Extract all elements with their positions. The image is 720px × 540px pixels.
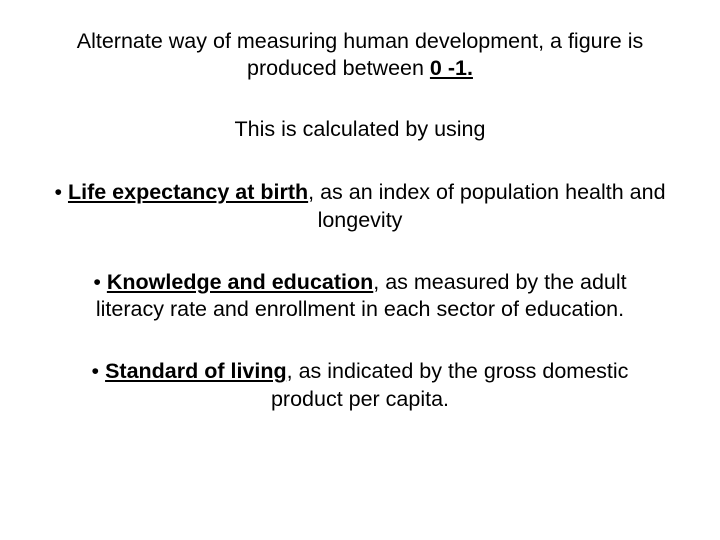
bullet-life-expectancy: • Life expectancy at birth, as an index … [44,179,676,235]
bullet-marker: • [92,359,106,383]
subheading: This is calculated by using [44,116,676,143]
bullet-rest: , as an index of population health and l… [308,180,665,232]
bullet-marker: • [93,270,107,294]
bullet-term: Standard of living [105,359,287,383]
bullet-term: Knowledge and education [107,270,373,294]
bullet-term: Life expectancy at birth [68,180,308,204]
bullet-standard-of-living: • Standard of living, as indicated by th… [44,358,676,414]
bullet-knowledge-education: • Knowledge and education, as measured b… [44,269,676,325]
bullet-rest: , as indicated by the gross domestic pro… [271,359,628,411]
bullet-marker: • [54,180,68,204]
intro-text-part1: Alternate way of measuring human develop… [77,29,643,80]
intro-range: 0 -1. [430,56,473,80]
intro-paragraph: Alternate way of measuring human develop… [44,28,676,82]
